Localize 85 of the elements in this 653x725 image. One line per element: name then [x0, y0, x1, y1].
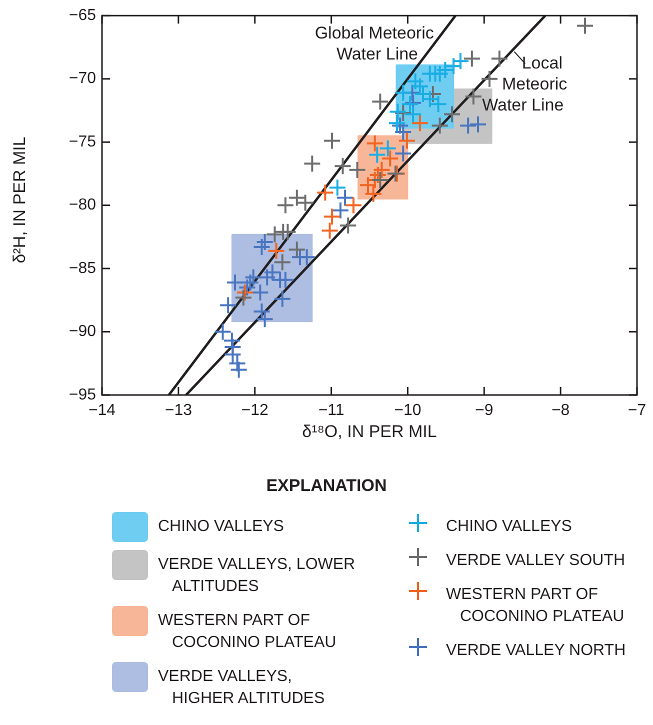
x-tick-label: −10: [394, 402, 422, 420]
point: [444, 57, 463, 76]
point: [366, 134, 384, 152]
legend-label: Local Meteoric Water Line: [482, 53, 568, 114]
point: [443, 105, 462, 124]
legend-label: WESTERN PART OF COCONINO PLATEAU: [158, 611, 338, 653]
point: [576, 16, 594, 35]
legend-label: VERDE VALLEY SOUTH: [446, 551, 626, 571]
point: [252, 238, 271, 256]
point: [316, 184, 334, 202]
x-tick-label: −12: [241, 402, 269, 420]
legend-label: VERDE VALLEY NORTH: [446, 641, 626, 661]
point: [323, 208, 342, 226]
point: [462, 50, 481, 68]
y-tick-label: −70: [68, 70, 96, 88]
x-tick-label: −13: [164, 402, 192, 420]
point: [464, 88, 482, 106]
point: [394, 104, 412, 122]
point: [331, 201, 350, 220]
x-tick-label: −9: [475, 402, 494, 420]
point: [469, 115, 488, 134]
series-label: Global Meteoric Water Line: [314, 23, 434, 64]
point: [258, 268, 276, 286]
point: [394, 144, 412, 162]
x-axis-title: δ¹⁸O, IN PER MIL: [301, 422, 438, 442]
legend-label: VERDE VALLEYS, LOWER ALTITUDES: [158, 555, 356, 597]
point: [388, 102, 407, 121]
point: [388, 114, 406, 132]
point: [480, 70, 498, 88]
y-tick-label: −95: [68, 386, 96, 404]
point: [406, 72, 424, 90]
y-tick-label: −85: [68, 260, 96, 277]
point: [371, 92, 390, 111]
point: [288, 240, 306, 259]
point: [278, 222, 297, 241]
point: [298, 248, 316, 266]
legend-label: WESTERN PART OF COCONINO PLATEAU: [446, 585, 626, 627]
x-tick-label: −7: [628, 402, 646, 420]
x-tick-label: −11: [318, 402, 344, 420]
point: [266, 225, 284, 244]
point: [256, 232, 274, 251]
y-tick-label: −75: [68, 133, 96, 150]
point: [273, 253, 292, 272]
point: [273, 290, 292, 308]
point: [404, 105, 422, 124]
y-tick-label: −90: [68, 323, 96, 340]
y-tick-label: −80: [68, 196, 96, 214]
point: [430, 116, 449, 135]
point: [328, 178, 346, 197]
legend-title: EXPLANATION: [265, 476, 388, 496]
point: [336, 188, 354, 207]
point: [320, 222, 339, 240]
point: [410, 114, 429, 132]
point: [236, 284, 254, 302]
point: [226, 273, 244, 292]
y-tick-label: −65: [68, 7, 96, 24]
point: [344, 196, 362, 214]
point: [436, 60, 454, 79]
point: [348, 160, 366, 179]
point: [303, 154, 322, 173]
x-tick-label: −8: [551, 402, 570, 420]
legend-label: CHINO VALLEYS: [446, 517, 572, 537]
point: [238, 278, 256, 297]
point: [394, 122, 412, 141]
legend-label: VERDE VALLEYS, HIGHER ALTITUDES: [158, 667, 326, 709]
point: [276, 196, 294, 214]
legend-label: CHINO VALLEYS: [158, 517, 284, 537]
point: [267, 242, 286, 260]
point: [398, 132, 416, 150]
point: [368, 146, 386, 164]
x-tick-label: −14: [88, 402, 116, 420]
point: [276, 270, 294, 289]
point: [391, 116, 410, 135]
point: [371, 171, 390, 190]
point: [378, 139, 397, 158]
point: [234, 288, 252, 307]
y-axis-title: δ²H, IN PER MIL: [10, 136, 30, 264]
point: [490, 50, 508, 68]
point: [334, 157, 352, 176]
point: [219, 296, 238, 314]
point: [459, 116, 478, 135]
point: [430, 64, 449, 83]
point: [339, 216, 358, 235]
point: [230, 360, 248, 379]
point: [323, 132, 342, 150]
